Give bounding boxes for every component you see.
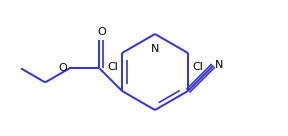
Text: O: O — [97, 27, 106, 37]
Text: O: O — [59, 63, 67, 73]
Text: N: N — [151, 44, 159, 54]
Text: Cl: Cl — [192, 62, 203, 72]
Text: N: N — [215, 60, 224, 69]
Text: Cl: Cl — [107, 62, 118, 72]
